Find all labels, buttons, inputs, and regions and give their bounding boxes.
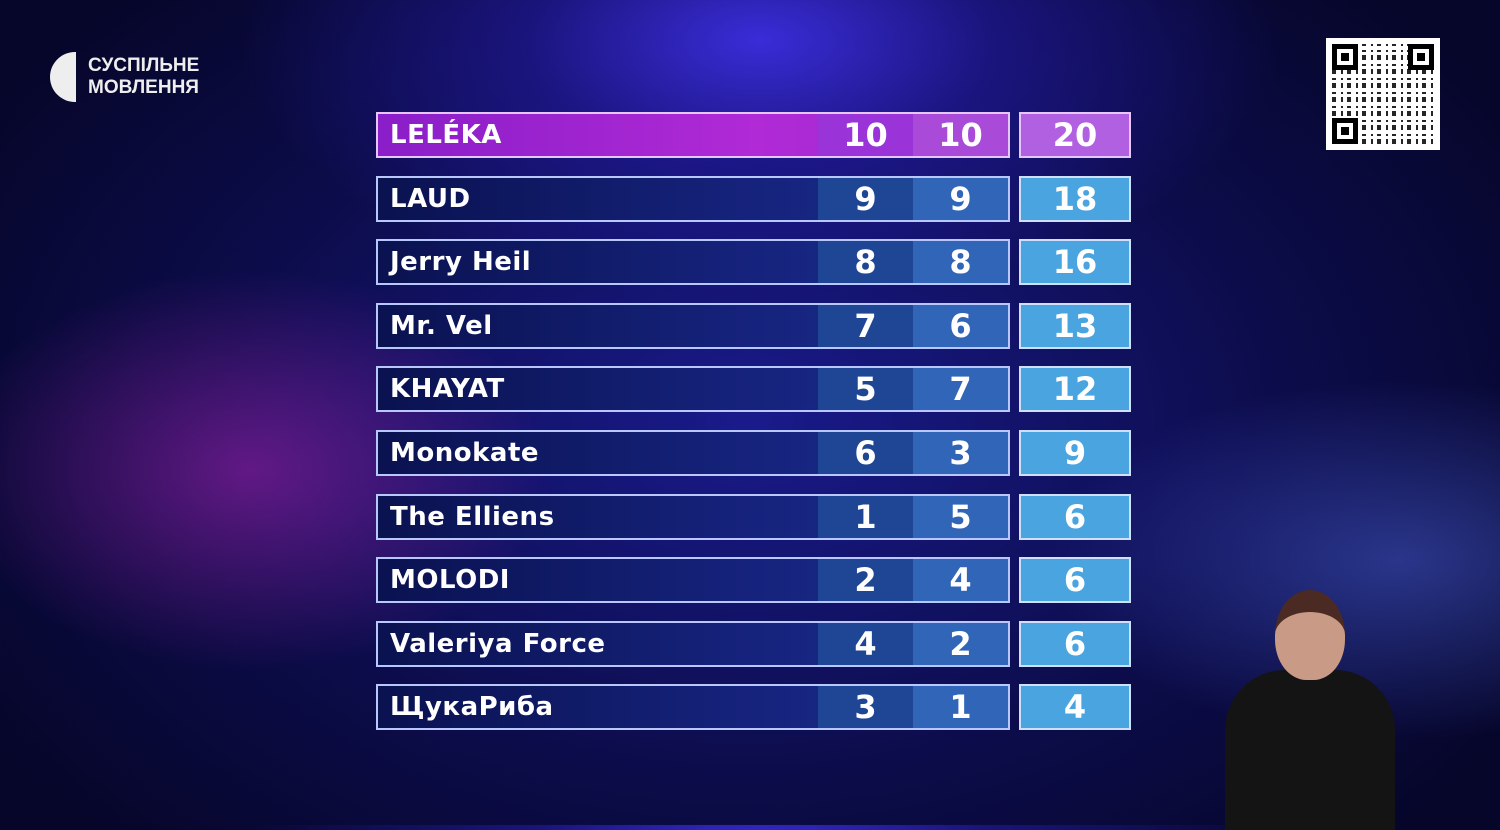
total-score: 16	[1019, 239, 1131, 286]
vote-score: 8	[913, 241, 1008, 284]
vote-score: 9	[913, 177, 1008, 220]
sign-language-interpreter	[1225, 590, 1395, 830]
jury-score: 5	[818, 368, 913, 411]
participant-name: Mr. Vel	[390, 310, 493, 341]
name-bar: KHAYAT 5 7	[376, 366, 1010, 413]
total-score: 20	[1019, 112, 1131, 158]
total-score: 9	[1019, 430, 1131, 476]
name-bar: Monokate 6 3	[376, 430, 1010, 476]
name-bar: Mr. Vel 7 6	[376, 302, 1010, 349]
total-score: 12	[1019, 366, 1131, 413]
name-bar: The Elliens 1 5	[376, 493, 1010, 540]
participant-name: Monokate	[390, 438, 540, 468]
scoreboard-row: Mr. Vel 7 6 13	[376, 302, 1131, 349]
jury-score: 9	[818, 177, 913, 220]
name-bar: LELÉKA 10 10	[376, 112, 1010, 158]
vote-score: 2	[913, 622, 1008, 665]
scoreboard-row: Valeriya Force 4 2 6	[376, 620, 1131, 667]
scoreboard-row: The Elliens 1 5 6	[376, 493, 1131, 540]
participant-name: KHAYAT	[390, 374, 505, 405]
jury-score: 2	[818, 559, 913, 602]
participant-name: ЩукаРиба	[390, 692, 554, 723]
total-score: 6	[1019, 493, 1131, 540]
vote-score: 5	[913, 495, 1008, 538]
jury-score: 3	[818, 686, 913, 729]
total-score: 6	[1019, 620, 1131, 667]
scoreboard-row: LAUD 9 9 18	[376, 175, 1131, 222]
logo-line-1: СУСПІЛЬНЕ	[88, 55, 200, 76]
vote-score: 10	[913, 114, 1008, 156]
scoreboard-row: ЩукаРиба 3 1 4	[376, 684, 1131, 731]
scoreboard-row: Monokate 6 3 9	[376, 430, 1131, 476]
logo-mark-icon	[50, 52, 76, 102]
vote-score: 6	[913, 304, 1008, 347]
jury-score: 4	[818, 622, 913, 665]
vote-score: 4	[913, 559, 1008, 602]
vote-score: 7	[913, 368, 1008, 411]
vote-score: 1	[913, 686, 1008, 729]
participant-name: The Elliens	[390, 501, 555, 532]
name-bar: Jerry Heil 8 8	[376, 239, 1010, 286]
logo-text: СУСПІЛЬНЕ МОВЛЕННЯ	[88, 55, 199, 99]
participant-name: Valeriya Force	[390, 628, 606, 659]
scoreboard-row: MOLODI 2 4 6	[376, 557, 1131, 604]
broadcaster-logo: СУСПІЛЬНЕ МОВЛЕННЯ	[50, 52, 199, 102]
jury-score: 7	[818, 304, 913, 347]
total-score: 18	[1019, 175, 1131, 222]
scoreboard-row: Jerry Heil 8 8 16	[376, 239, 1131, 286]
jury-score: 1	[818, 495, 913, 538]
qr-code	[1326, 38, 1440, 150]
total-score: 13	[1019, 302, 1131, 349]
total-score: 6	[1019, 557, 1131, 604]
jury-score: 6	[818, 432, 913, 474]
name-bar: LAUD 9 9	[376, 175, 1010, 222]
participant-name: Jerry Heil	[390, 247, 532, 278]
total-score: 4	[1019, 684, 1131, 731]
jury-score: 8	[818, 241, 913, 284]
participant-name: LELÉKA	[390, 120, 502, 150]
jury-score: 10	[818, 114, 913, 156]
logo-line-2: МОВЛЕННЯ	[88, 77, 199, 98]
name-bar: Valeriya Force 4 2	[376, 620, 1010, 667]
vote-score: 3	[913, 432, 1008, 474]
scoreboard-row: LELÉKA 10 10 20	[376, 112, 1131, 158]
scoreboard-row: KHAYAT 5 7 12	[376, 366, 1131, 413]
name-bar: MOLODI 2 4	[376, 557, 1010, 604]
name-bar: ЩукаРиба 3 1	[376, 684, 1010, 731]
participant-name: MOLODI	[390, 565, 510, 596]
participant-name: LAUD	[390, 183, 471, 214]
